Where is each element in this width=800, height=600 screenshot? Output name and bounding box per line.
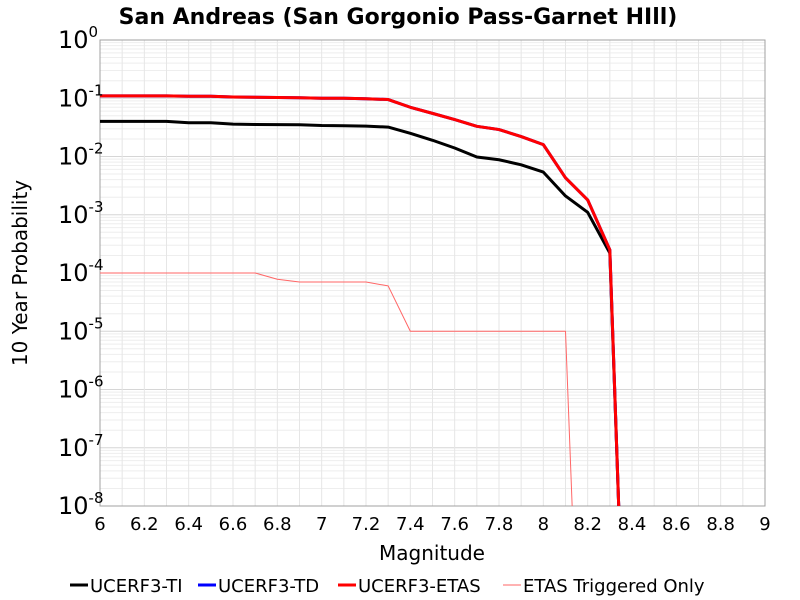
x-tick-label: 8.8 bbox=[706, 514, 735, 535]
legend-label: UCERF3-TI bbox=[90, 576, 183, 597]
legend-label: UCERF3-ETAS bbox=[358, 576, 481, 597]
y-tick-labels: 100 10-1 10-2 10-3 10-4 10-5 10-6 10-7 10-8 bbox=[58, 23, 104, 520]
x-tick-labels: 6 6.2 6.4 6.6 6.8 7 7.2 7.4 7.6 7.8 8 8.2 8.4 8.6 8.8 9 bbox=[94, 514, 770, 535]
chart-title: San Andreas (San Gorgonio Pass-Garnet HI… bbox=[119, 5, 678, 30]
x-tick-label: 8 bbox=[538, 514, 549, 535]
y-tick-label: 10-5 bbox=[58, 314, 104, 345]
y-tick-label: 10-7 bbox=[58, 431, 104, 462]
x-tick-label: 9 bbox=[759, 514, 770, 535]
series-line-ucerf3-ti bbox=[100, 119, 621, 507]
x-tick-label: 7 bbox=[316, 514, 327, 535]
series-line-ucerf3-etas bbox=[100, 94, 621, 507]
x-tick-label: 8.4 bbox=[618, 514, 647, 535]
series-line-ucerf3-td bbox=[100, 94, 621, 507]
y-tick-label: 100 bbox=[58, 23, 98, 54]
y-tick-label: 10-3 bbox=[58, 198, 104, 229]
x-tick-label: 6.6 bbox=[219, 514, 248, 535]
series-layer bbox=[100, 94, 621, 507]
y-axis-label: 10 Year Probability bbox=[8, 180, 32, 366]
x-tick-label: 6 bbox=[94, 514, 105, 535]
y-tick-label: 10-2 bbox=[58, 140, 104, 171]
x-tick-label: 8.2 bbox=[573, 514, 602, 535]
x-tick-label: 7.4 bbox=[396, 514, 425, 535]
x-tick-label: 8.6 bbox=[662, 514, 691, 535]
x-tick-label: 7.6 bbox=[440, 514, 469, 535]
x-tick-label: 7.2 bbox=[352, 514, 381, 535]
legend: UCERF3-TI UCERF3-TD UCERF3-ETAS ETAS Trigge… bbox=[70, 576, 705, 597]
y-tick-label: 10-4 bbox=[58, 256, 104, 287]
x-tick-label: 6.8 bbox=[263, 514, 292, 535]
x-axis-label: Magnitude bbox=[379, 541, 485, 565]
series-line-etas-triggered-only bbox=[100, 272, 573, 507]
x-tick-label: 6.2 bbox=[130, 514, 159, 535]
x-tick-label: 6.4 bbox=[174, 514, 203, 535]
x-tick-label: 7.8 bbox=[485, 514, 514, 535]
y-tick-label: 10-8 bbox=[58, 489, 104, 520]
y-tick-label: 10-1 bbox=[58, 81, 104, 112]
legend-label: UCERF3-TD bbox=[218, 576, 319, 597]
y-tick-label: 10-6 bbox=[58, 373, 104, 404]
legend-label: ETAS Triggered Only bbox=[523, 576, 705, 597]
